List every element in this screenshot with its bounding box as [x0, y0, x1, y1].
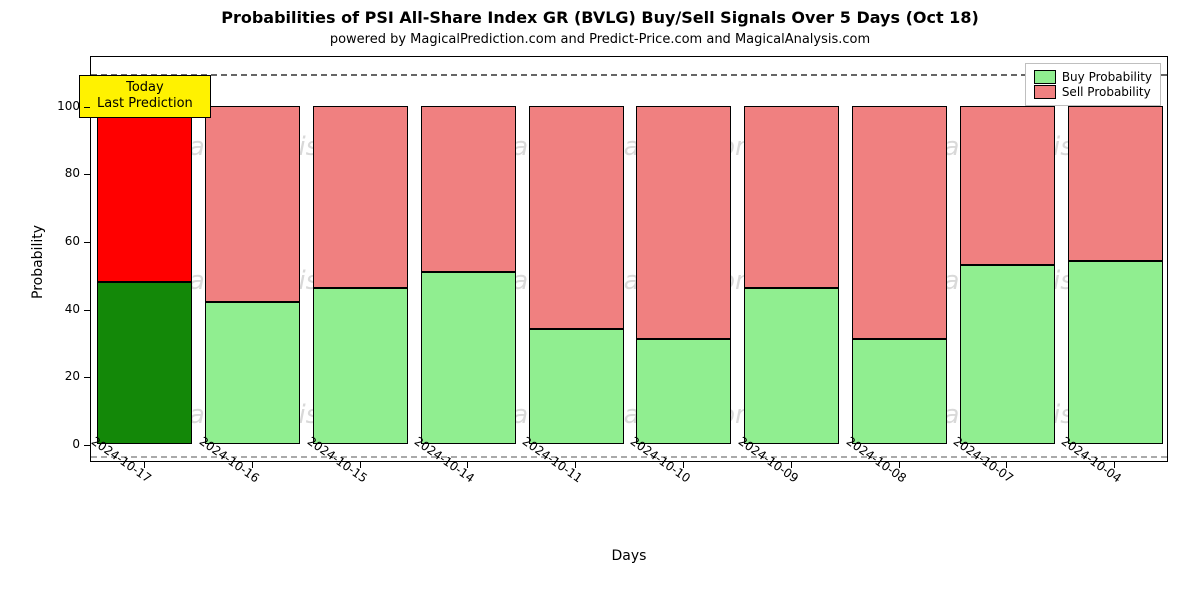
sell-bar	[421, 106, 516, 272]
sell-bar	[97, 106, 192, 282]
buy-bar	[529, 329, 624, 444]
y-tick-mark	[84, 310, 90, 311]
buy-bar	[852, 339, 947, 444]
sell-bar	[313, 106, 408, 289]
y-tick-label: 80	[50, 166, 80, 180]
y-tick-label: 100	[50, 99, 80, 113]
sell-bar	[744, 106, 839, 289]
buy-bar	[97, 282, 192, 444]
y-tick-mark	[84, 377, 90, 378]
sell-bar	[852, 106, 947, 339]
sell-bar	[529, 106, 624, 329]
buy-bar	[313, 288, 408, 444]
buy-bar	[636, 339, 731, 444]
sell-bar	[960, 106, 1055, 265]
bars-layer	[91, 57, 1167, 461]
legend-item: Sell Probability	[1034, 85, 1152, 99]
legend-item: Buy Probability	[1034, 70, 1152, 84]
buy-bar	[205, 302, 300, 444]
chart-title: Probabilities of PSI All-Share Index GR …	[0, 8, 1200, 27]
y-tick-label: 20	[50, 369, 80, 383]
chart-subtitle: powered by MagicalPrediction.com and Pre…	[0, 32, 1200, 47]
sell-bar	[1068, 106, 1163, 262]
today-annotation: Today Last Prediction	[79, 75, 211, 118]
y-tick-label: 60	[50, 234, 80, 248]
annotation-line-1: Today	[90, 80, 200, 96]
annotation-line-2: Last Prediction	[90, 96, 200, 112]
buy-bar	[1068, 261, 1163, 444]
y-axis-label: Probability	[30, 225, 46, 299]
legend-label: Sell Probability	[1062, 85, 1151, 99]
figure: Probabilities of PSI All-Share Index GR …	[0, 0, 1200, 600]
buy-bar	[744, 288, 839, 444]
y-tick-mark	[84, 107, 90, 108]
y-tick-mark	[84, 242, 90, 243]
legend-swatch	[1034, 70, 1056, 84]
sell-bar	[205, 106, 300, 302]
x-axis-label: Days	[90, 548, 1168, 564]
buy-bar	[421, 272, 516, 445]
legend-swatch	[1034, 85, 1056, 99]
y-tick-label: 40	[50, 302, 80, 316]
y-tick-label: 0	[50, 437, 80, 451]
buy-bar	[960, 265, 1055, 444]
legend: Buy ProbabilitySell Probability	[1025, 63, 1161, 106]
sell-bar	[636, 106, 731, 339]
plot-area: MagicalAnalysis.comMagicalAnalysis.comMa…	[90, 56, 1168, 462]
legend-label: Buy Probability	[1062, 70, 1152, 84]
y-tick-mark	[84, 174, 90, 175]
